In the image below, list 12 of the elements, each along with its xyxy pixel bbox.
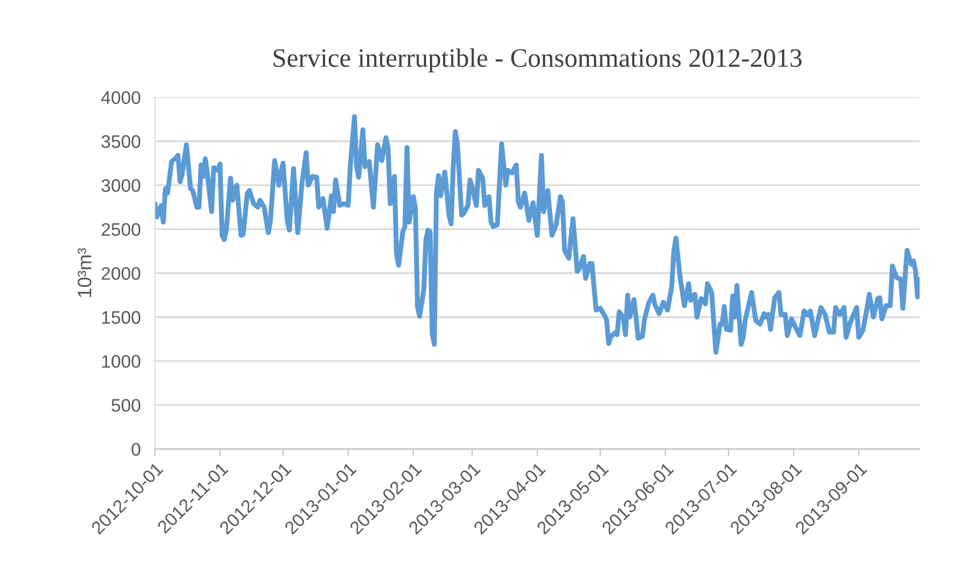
y-axis-title: 10³m³ [78,248,92,298]
y-tick-label: 4000 [101,91,140,104]
y-tick-label: 3000 [102,179,140,192]
chart-title: Service interruptible - Consommations 2012-2013 [274,48,802,72]
y-tick-label: 1500 [102,311,140,324]
y-tick-label: 3500 [102,135,140,148]
y-tick-label: 2500 [102,223,140,236]
y-tick-label: 2000 [102,267,140,280]
y-tick-label: 500 [112,398,140,412]
y-tick-label: 0 [132,442,140,456]
line-series [154,114,920,355]
y-tick-label: 1000 [102,355,140,368]
